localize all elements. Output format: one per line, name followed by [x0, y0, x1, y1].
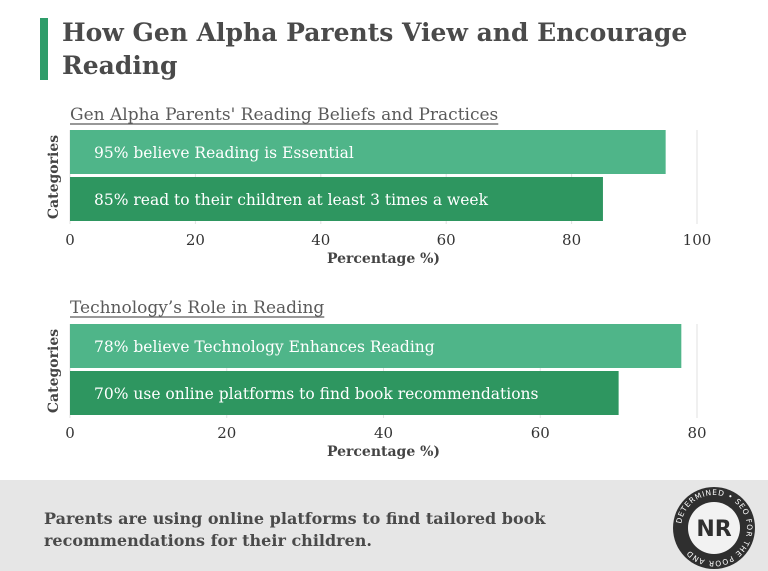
x-tick-label: 100	[683, 231, 712, 249]
page-title: How Gen Alpha Parents View and Encourage…	[62, 18, 688, 80]
x-tick-label: 60	[437, 231, 456, 249]
x-axis-label: Percentage %)	[327, 444, 440, 460]
bar-label: 78% believe Technology Enhances Reading	[94, 338, 435, 356]
logo-initials: NR	[696, 517, 731, 542]
x-tick-label: 0	[65, 424, 75, 442]
chart-title: Technology’s Role in Reading	[70, 298, 324, 318]
bar	[70, 324, 682, 368]
x-tick-label: 80	[687, 424, 706, 442]
x-tick-label: 20	[186, 231, 205, 249]
charts-canvas: Gen Alpha Parents' Reading Beliefs and P…	[46, 105, 712, 460]
bar	[70, 130, 666, 174]
bar	[70, 177, 603, 221]
x-tick-label: 20	[217, 424, 236, 442]
footer-banner: Parents are using online platforms to fi…	[0, 480, 768, 571]
bar	[70, 371, 619, 415]
x-axis-label: Percentage %)	[327, 251, 440, 267]
footer-text: Parents are using online platforms to fi…	[44, 509, 546, 550]
brand-logo: DETERMINED • SEO FOR THE POOR AND NR	[673, 487, 755, 569]
bar-label: 70% use online platforms to find book re…	[94, 385, 539, 403]
x-tick-label: 80	[562, 231, 581, 249]
x-tick-label: 40	[311, 231, 330, 249]
title-accent-bar	[40, 18, 48, 80]
chart-title: Gen Alpha Parents' Reading Beliefs and P…	[70, 105, 498, 125]
bar-label: 85% read to their children at least 3 ti…	[94, 191, 489, 209]
x-tick-label: 60	[531, 424, 550, 442]
y-axis-label: Categories	[46, 329, 62, 413]
x-tick-label: 40	[374, 424, 393, 442]
y-axis-label: Categories	[46, 135, 62, 219]
x-tick-label: 0	[65, 231, 75, 249]
bar-label: 95% believe Reading is Essential	[94, 144, 354, 162]
